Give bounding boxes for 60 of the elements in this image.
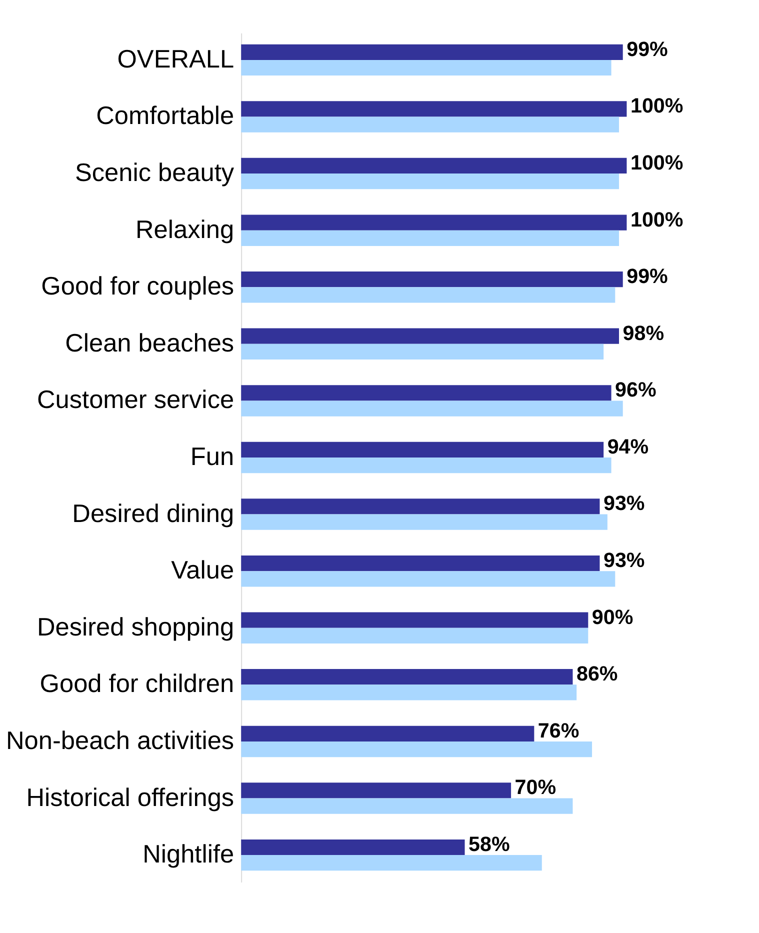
data-label: 58% <box>468 833 510 856</box>
bar <box>241 612 588 628</box>
y-tick-label: Nightlife <box>142 840 234 869</box>
y-tick-label: Good for couples <box>41 272 234 301</box>
data-label: 100% <box>630 208 684 232</box>
data-label: 99% <box>626 265 668 288</box>
bar <box>241 855 542 871</box>
bar <box>241 782 512 798</box>
bar <box>241 287 616 303</box>
data-label: 94% <box>607 435 649 458</box>
y-tick-label: OVERALL <box>117 45 234 74</box>
bar <box>241 571 616 587</box>
y-tick-label: Non-beach activities <box>6 726 234 755</box>
bar <box>241 214 627 230</box>
y-tick-label: Comfortable <box>96 102 234 130</box>
bar <box>241 684 577 700</box>
bar <box>241 514 608 530</box>
y-tick-label: Desired shopping <box>36 613 234 642</box>
bar <box>241 442 604 458</box>
bar <box>241 726 534 742</box>
data-label: 99% <box>626 38 668 61</box>
bar <box>241 230 619 246</box>
bar <box>241 272 623 288</box>
data-label: 93% <box>603 549 645 572</box>
data-label: 90% <box>592 606 634 629</box>
bar <box>241 44 623 60</box>
y-tick-label: Good for children <box>40 670 234 698</box>
bar <box>241 344 604 360</box>
data-label: 76% <box>538 719 580 742</box>
bar <box>241 555 600 572</box>
data-label: 98% <box>622 322 664 345</box>
y-tick-label: Relaxing <box>136 216 234 244</box>
bar <box>241 498 600 514</box>
y-tick-label: Fun <box>190 443 234 472</box>
y-tick-label: Clean beaches <box>65 329 234 358</box>
y-tick-label: Historical offerings <box>26 784 234 812</box>
y-tick-label: Customer service <box>37 386 234 414</box>
bar <box>241 798 573 814</box>
y-tick-label: Value <box>171 556 234 585</box>
data-label: 93% <box>603 492 645 516</box>
data-label: 100% <box>630 94 684 118</box>
bar <box>241 116 619 132</box>
bar <box>241 174 619 190</box>
bar <box>241 60 612 76</box>
bar <box>241 101 627 117</box>
bar <box>241 385 612 401</box>
bar <box>241 669 573 685</box>
y-tick-label: Scenic beauty <box>74 159 234 188</box>
data-label: 100% <box>630 151 684 174</box>
bar <box>241 328 619 344</box>
bar <box>241 839 465 856</box>
data-label: 70% <box>514 776 556 800</box>
data-label: 86% <box>576 662 618 686</box>
bar <box>241 400 623 416</box>
y-tick-label: Desired dining <box>72 500 234 528</box>
bar <box>241 458 612 474</box>
bar <box>241 628 588 644</box>
bar <box>241 158 627 174</box>
bar <box>241 741 592 758</box>
data-label: 96% <box>615 378 656 402</box>
